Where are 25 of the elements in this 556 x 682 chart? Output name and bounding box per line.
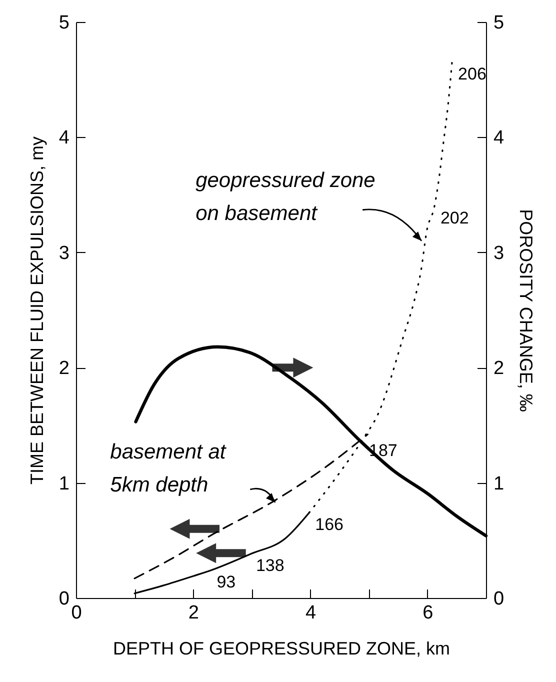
annotation: 202 [440, 208, 469, 228]
y2-tick-label: 0 [494, 588, 504, 610]
y2-tick-label: 5 [494, 12, 504, 34]
annotation: 206 [458, 64, 486, 84]
annotation: geopressured zone on basement [196, 168, 376, 225]
x-tick-label: 6 [422, 602, 434, 624]
y2-tick-label: 2 [494, 358, 504, 380]
y2-tick-label: 3 [494, 242, 504, 264]
annotation: basement at 5km depth [110, 440, 227, 496]
annotation: 93 [216, 572, 236, 592]
annotation: 138 [256, 556, 284, 576]
y-tick-label: 5 [58, 12, 70, 34]
y-tick-label: 2 [58, 358, 70, 380]
y2-tick-label: 4 [494, 128, 504, 149]
y-tick-label: 3 [58, 242, 70, 264]
y2-tick-label: 1 [494, 473, 504, 494]
y-tick-label: 4 [58, 128, 70, 149]
x-tick-label: 4 [305, 602, 316, 624]
x-axis-title: DEPTH OF GEOPRESSURED ZONE, km [112, 638, 450, 658]
x-tick-label: 2 [188, 602, 199, 624]
y-axis-title: TIME BETWEEN FLUID EXPULSIONS, my [26, 136, 47, 485]
annotation: 166 [315, 514, 344, 534]
y-tick-label: 0 [58, 588, 70, 610]
y2-axis-title: POROSITY CHANGE, ‰ [516, 209, 536, 412]
y-tick-label: 1 [58, 473, 70, 494]
